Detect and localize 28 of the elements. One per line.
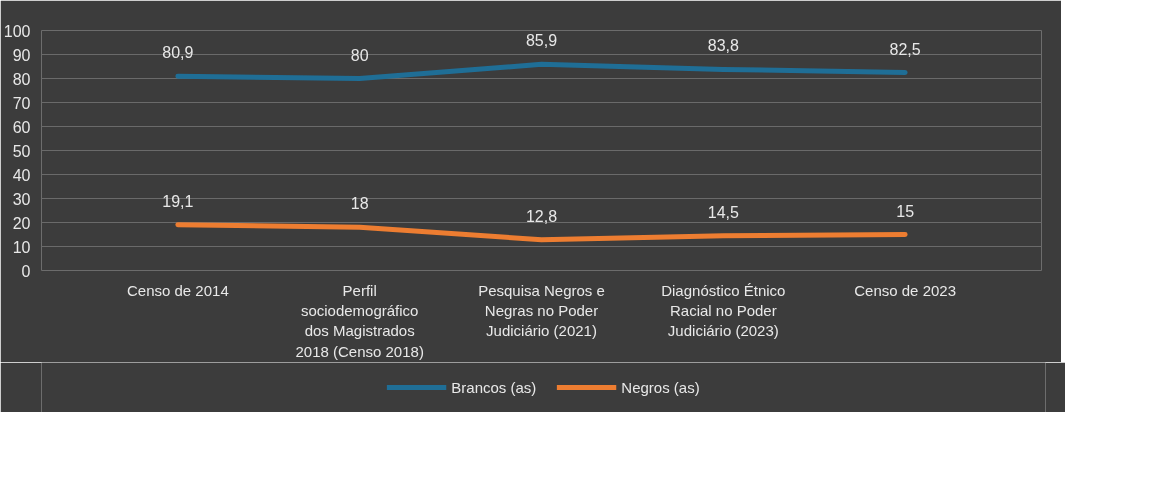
y-tick-label: 50 — [12, 142, 31, 160]
x-tick-label: Pesquisa Negros e Negras no Poder Judiciário (2021) — [478, 281, 605, 340]
x-tick-label: Censo de 2014 — [126, 281, 229, 299]
y-tick-label: 70 — [12, 94, 31, 112]
y-tick-label: 20 — [12, 214, 31, 232]
data-label: 18 — [350, 195, 369, 213]
y-tick-label: 0 — [21, 262, 31, 280]
data-label: 12,8 — [525, 207, 558, 225]
data-label: 15 — [896, 202, 915, 220]
y-tick-label: 80 — [12, 70, 31, 88]
x-tick-label: Diagnóstico Étnico Racial no Poder Judiciário (2023) — [661, 281, 786, 340]
data-label: 82,5 — [889, 40, 921, 58]
y-tick-label: 40 — [12, 166, 31, 184]
y-tick-label: 10 — [12, 238, 31, 256]
legend-label: Brancos (as) — [451, 378, 537, 396]
y-tick-label: 30 — [12, 190, 31, 208]
data-label: 85,9 — [525, 32, 558, 50]
y-tick-label: 60 — [12, 118, 31, 136]
data-label: 80,9 — [162, 44, 194, 62]
data-label: 19,1 — [162, 192, 194, 210]
legend-label: Negros (as) — [621, 378, 700, 396]
y-tick-label: 90 — [12, 46, 31, 64]
y-tick-label: 100 — [3, 22, 31, 40]
x-tick-label: Perfil sociodemográfico dos Magistrados 2018 (Censo 2018) — [295, 281, 424, 360]
x-tick-label: Censo de 2023 — [854, 281, 957, 299]
data-label: 14,5 — [707, 203, 739, 221]
data-label: 80 — [350, 46, 369, 64]
data-label: 83,8 — [707, 37, 739, 55]
